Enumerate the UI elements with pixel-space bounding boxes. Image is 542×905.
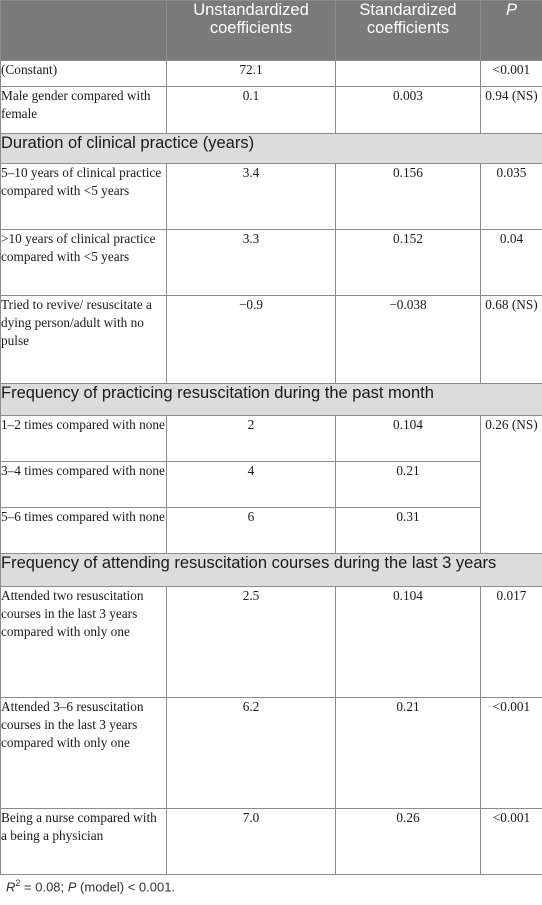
section-title-courses: Frequency of attending resuscitation cou… <box>0 553 542 587</box>
std-value: 0.21 <box>335 461 481 508</box>
std-value: 0.26 <box>335 808 481 875</box>
footnote-sup: 2 <box>15 878 21 888</box>
p-value: 0.04 <box>480 229 542 296</box>
unstd-value: 7.0 <box>166 808 336 875</box>
std-value: 0.156 <box>335 163 481 230</box>
p-value: <0.001 <box>480 808 542 875</box>
row-label: Male gender compared with female <box>0 86 167 134</box>
std-value: 0.003 <box>335 86 481 134</box>
row-label: 5–6 times compared with none <box>0 507 167 554</box>
header-unstandardized: Unstandardized coefficients <box>166 0 336 61</box>
p-value: 0.68 (NS) <box>480 295 542 384</box>
unstd-value: 2.5 <box>166 586 336 698</box>
footnote-rest: (model) < 0.001. <box>76 879 176 895</box>
p-value: 0.035 <box>480 163 542 230</box>
row-label: Attended 3–6 resuscitation courses in th… <box>0 697 167 809</box>
table-row: 5–6 times compared with none 6 0.31 <box>0 507 542 554</box>
header-empty <box>0 0 167 61</box>
std-value: −0.038 <box>335 295 481 384</box>
p-value: 0.26 (NS) <box>480 415 542 554</box>
p-value: 0.017 <box>480 586 542 698</box>
table-row: 1–2 times compared with none 2 0.104 0.2… <box>0 415 542 554</box>
regression-table: Unstandardized coefficients Standardized… <box>0 0 542 875</box>
section-row: Frequency of practicing resuscitation du… <box>0 383 542 416</box>
section-title-practice-frequency: Frequency of practicing resuscitation du… <box>0 383 542 416</box>
table-row: 5–10 years of clinical practice compared… <box>0 163 542 230</box>
row-label: Attended two resuscitation courses in th… <box>0 586 167 698</box>
unstd-value: 0.1 <box>166 86 336 134</box>
unstd-value: 6.2 <box>166 697 336 809</box>
section-row: Duration of clinical practice (years) <box>0 133 542 164</box>
row-label: Tried to revive/ resuscitate a dying per… <box>0 295 167 384</box>
row-label: >10 years of clinical practice compared … <box>0 229 167 296</box>
table-footnote: R2 = 0.08; P (model) < 0.001. <box>6 878 175 894</box>
footnote-r: R <box>6 879 16 895</box>
unstd-value: 3.4 <box>166 163 336 230</box>
row-label: 1–2 times compared with none <box>0 415 167 462</box>
table-row: >10 years of clinical practice compared … <box>0 229 542 296</box>
std-value: 0.104 <box>335 586 481 698</box>
footnote-p: P <box>67 879 77 895</box>
p-value: <0.001 <box>480 60 542 87</box>
p-value: <0.001 <box>480 697 542 809</box>
unstd-value: 6 <box>166 507 336 554</box>
table-row: Male gender compared with female 0.1 0.0… <box>0 86 542 134</box>
row-label: 3–4 times compared with none <box>0 461 167 508</box>
header-p-value: P <box>480 0 542 61</box>
unstd-value: 3.3 <box>166 229 336 296</box>
row-label: 5–10 years of clinical practice compared… <box>0 163 167 230</box>
std-value <box>335 60 481 87</box>
footnote-eq: = 0.08; <box>20 879 68 895</box>
unstd-value: 2 <box>166 415 336 462</box>
table-row: 3–4 times compared with none 4 0.21 <box>0 461 542 508</box>
table-row: Tried to revive/ resuscitate a dying per… <box>0 295 542 384</box>
unstd-value: 72.1 <box>166 60 336 87</box>
unstd-value: −0.9 <box>166 295 336 384</box>
section-row: Frequency of attending resuscitation cou… <box>0 553 542 587</box>
p-value: 0.94 (NS) <box>480 86 542 134</box>
table-row: (Constant) 72.1 <0.001 <box>0 60 542 87</box>
table-row: Attended 3–6 resuscitation courses in th… <box>0 697 542 809</box>
std-value: 0.31 <box>335 507 481 554</box>
table-row: Attended two resuscitation courses in th… <box>0 586 542 698</box>
std-value: 0.152 <box>335 229 481 296</box>
header-standardized: Standardized coefficients <box>335 0 481 61</box>
std-value: 0.104 <box>335 415 481 462</box>
table-row: Being a nurse compared with a being a ph… <box>0 808 542 875</box>
header-row: Unstandardized coefficients Standardized… <box>0 0 542 61</box>
row-label: Being a nurse compared with a being a ph… <box>0 808 167 875</box>
row-label: (Constant) <box>0 60 167 87</box>
section-title-duration: Duration of clinical practice (years) <box>0 133 542 164</box>
unstd-value: 4 <box>166 461 336 508</box>
std-value: 0.21 <box>335 697 481 809</box>
